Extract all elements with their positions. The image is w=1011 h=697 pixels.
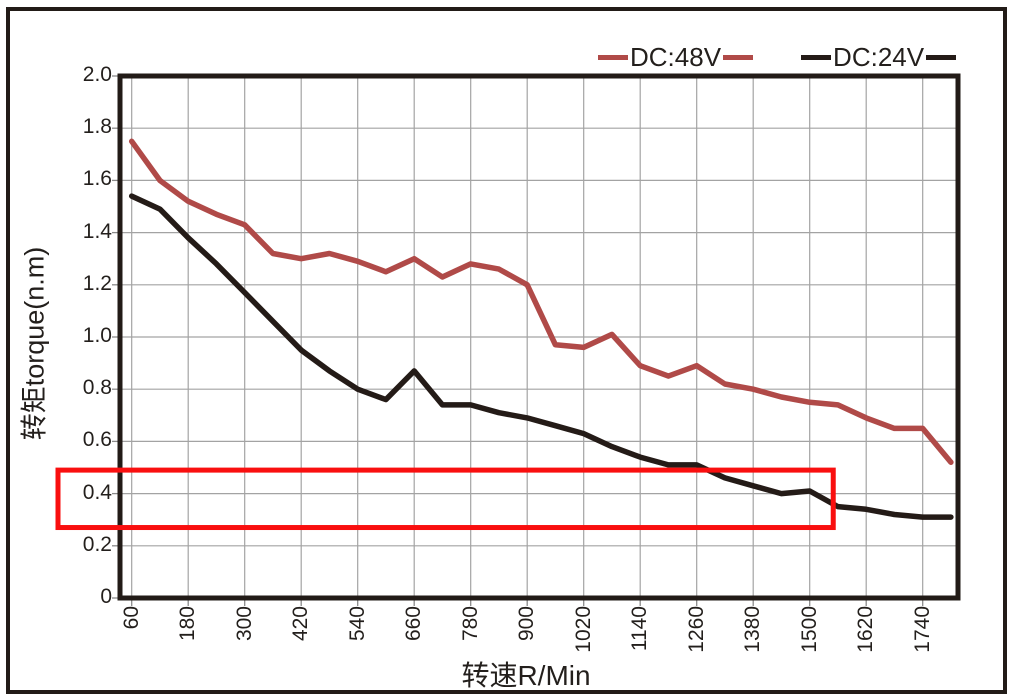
x-tick-label: 1260 <box>684 606 708 653</box>
legend-line-left-dc48v-icon <box>598 54 628 60</box>
x-tick-label: 1020 <box>571 606 595 653</box>
y-tick-label: 1.2 <box>82 271 112 295</box>
y-axis-title: 转矩torque(n.m) <box>19 246 50 441</box>
y-tick-label: 1.6 <box>82 167 112 191</box>
x-tick-label: 300 <box>232 606 256 642</box>
y-tick-label: 2.0 <box>82 63 112 86</box>
x-tick-label: 540 <box>345 606 369 642</box>
y-tick-label: 1.4 <box>82 219 112 243</box>
y-tick-label: 0 <box>100 585 112 608</box>
y-tick-label: 0.8 <box>82 376 112 400</box>
x-axis-title: 转速R/Min <box>461 660 591 691</box>
legend-line-right-dc24v-icon <box>926 54 957 60</box>
x-tick-label: 1620 <box>854 606 878 653</box>
legend: DC:48V DC:24V <box>596 44 958 70</box>
x-tick-label: 180 <box>176 606 200 642</box>
legend-item-dc24v: DC:24V <box>799 44 958 70</box>
x-tick-label: 420 <box>289 606 313 642</box>
y-tick-label: 1.8 <box>82 115 112 139</box>
legend-label-dc24v: DC:24V <box>833 42 925 72</box>
plot-border <box>117 73 961 601</box>
series-line-dc24v <box>128 193 954 520</box>
series-line-dc48v <box>128 138 954 466</box>
x-tick-label: 1140 <box>628 606 652 652</box>
x-tick-label: 900 <box>515 606 539 642</box>
x-tick-label: 1500 <box>797 606 821 653</box>
highlight-box <box>55 467 836 531</box>
x-tick-label: 1380 <box>741 606 765 653</box>
legend-line-left-dc24v-icon <box>801 54 832 60</box>
y-tick-label: 1.0 <box>82 324 112 347</box>
legend-line-right-dc48v-icon <box>723 54 754 60</box>
legend-label-dc48v: DC:48V <box>630 42 722 72</box>
y-tick-label: 0.4 <box>82 480 112 504</box>
x-tick-label: 1740 <box>910 606 934 653</box>
x-tick-label: 60 <box>119 606 143 630</box>
x-tick-label: 780 <box>458 606 482 642</box>
y-tick-label: 0.6 <box>82 428 112 452</box>
y-tick-label: 0.2 <box>82 532 112 556</box>
x-tick-label: 660 <box>402 606 426 642</box>
legend-item-dc48v: DC:48V <box>596 44 755 70</box>
